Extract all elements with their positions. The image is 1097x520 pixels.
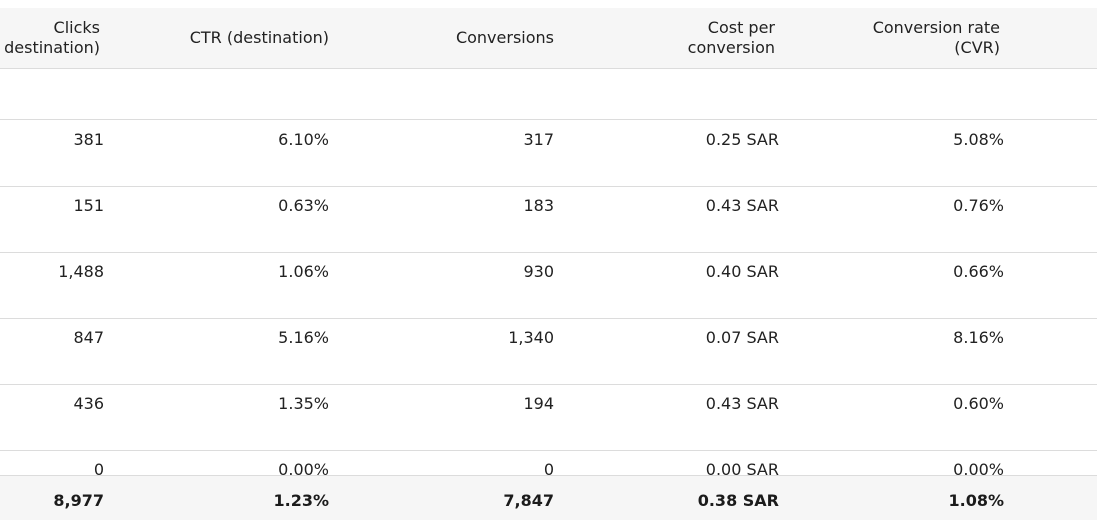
cell-conversions: 194: [523, 394, 554, 413]
cell-clicks: 381: [73, 130, 104, 149]
totals-row: 8,977 1.23% 7,847 0.38 SAR 1.08%: [0, 475, 1097, 520]
cell-ctr: 1.06%: [278, 262, 329, 281]
cell-clicks: 151: [73, 196, 104, 215]
cell-cost-per-conversion: 0.25 SAR: [705, 130, 779, 149]
cell-ctr: 1.35%: [278, 394, 329, 413]
column-header-conversion-rate[interactable]: Conversion rate (CVR): [873, 18, 1000, 58]
cell-conversions: 183: [523, 196, 554, 215]
cell-clicks: 436: [73, 394, 104, 413]
cell-conversion-rate: 5.08%: [953, 130, 1004, 149]
cell-conversion-rate: 0.00%: [953, 460, 1004, 475]
header-label: destination): [4, 38, 100, 57]
cell-cost-per-conversion: 0.00 SAR: [705, 460, 779, 475]
cell-conversions: 1,340: [508, 328, 554, 347]
cell-cost-per-conversion: 0.40 SAR: [705, 262, 779, 281]
cell-cost-per-conversion: 0.43 SAR: [705, 196, 779, 215]
total-clicks: 8,977: [53, 491, 104, 510]
total-conversion-rate: 1.08%: [948, 491, 1004, 510]
cell-clicks: 0: [93, 460, 104, 475]
cell-conversion-rate: 0.76%: [953, 196, 1004, 215]
cell-conversion-rate: 0.66%: [953, 262, 1004, 281]
cell-ctr: 0.63%: [278, 196, 329, 215]
header-label: conversion: [687, 38, 775, 57]
cell-conversions: 317: [523, 130, 554, 149]
cell-ctr: 6.10%: [278, 130, 329, 149]
column-header-cost-per-conversion[interactable]: Cost per conversion: [688, 18, 775, 58]
cell-conversion-rate: 8.16%: [953, 328, 1004, 347]
cell-ctr: 5.16%: [278, 328, 329, 347]
header-label: Clicks: [53, 18, 100, 37]
table-row[interactable]: 151 0.63% 183 0.43 SAR 0.76%: [0, 186, 1097, 253]
cell-cost-per-conversion: 0.43 SAR: [705, 394, 779, 413]
table-row[interactable]: 847 5.16% 1,340 0.07 SAR 8.16%: [0, 318, 1097, 385]
total-ctr: 1.23%: [273, 491, 329, 510]
header-label: Conversions: [455, 28, 554, 47]
header-label: Conversion rate: [872, 18, 1000, 37]
cell-conversions: 0: [543, 460, 554, 475]
total-cost-per-conversion: 0.38 SAR: [697, 491, 779, 510]
total-conversions: 7,847: [503, 491, 554, 510]
table-row[interactable]: 1,488 1.06% 930 0.40 SAR 0.66%: [0, 252, 1097, 319]
cell-clicks: 847: [73, 328, 104, 347]
column-header-ctr[interactable]: CTR (destination): [190, 28, 329, 48]
cell-conversion-rate: 0.60%: [953, 394, 1004, 413]
cell-conversions: 930: [523, 262, 554, 281]
cell-cost-per-conversion: 0.07 SAR: [705, 328, 779, 347]
column-header-conversions[interactable]: Conversions: [456, 28, 554, 48]
empty-row: [0, 69, 1097, 120]
cell-ctr: 0.00%: [278, 460, 329, 475]
header-label: (CVR): [954, 38, 1000, 57]
cell-clicks: 1,488: [58, 262, 104, 281]
table-header: Clicks destination) CTR (destination) Co…: [0, 8, 1097, 69]
table-row[interactable]: 381 6.10% 317 0.25 SAR 5.08%: [0, 120, 1097, 187]
table-body: 381 6.10% 317 0.25 SAR 5.08% 151 0.63% 1…: [0, 120, 1097, 475]
header-label: Cost per: [707, 18, 775, 37]
column-header-clicks[interactable]: Clicks destination): [4, 18, 100, 58]
table-row[interactable]: 436 1.35% 194 0.43 SAR 0.60%: [0, 384, 1097, 451]
header-label: CTR (destination): [189, 28, 329, 47]
table-row[interactable]: 0 0.00% 0 0.00 SAR 0.00%: [0, 450, 1097, 475]
